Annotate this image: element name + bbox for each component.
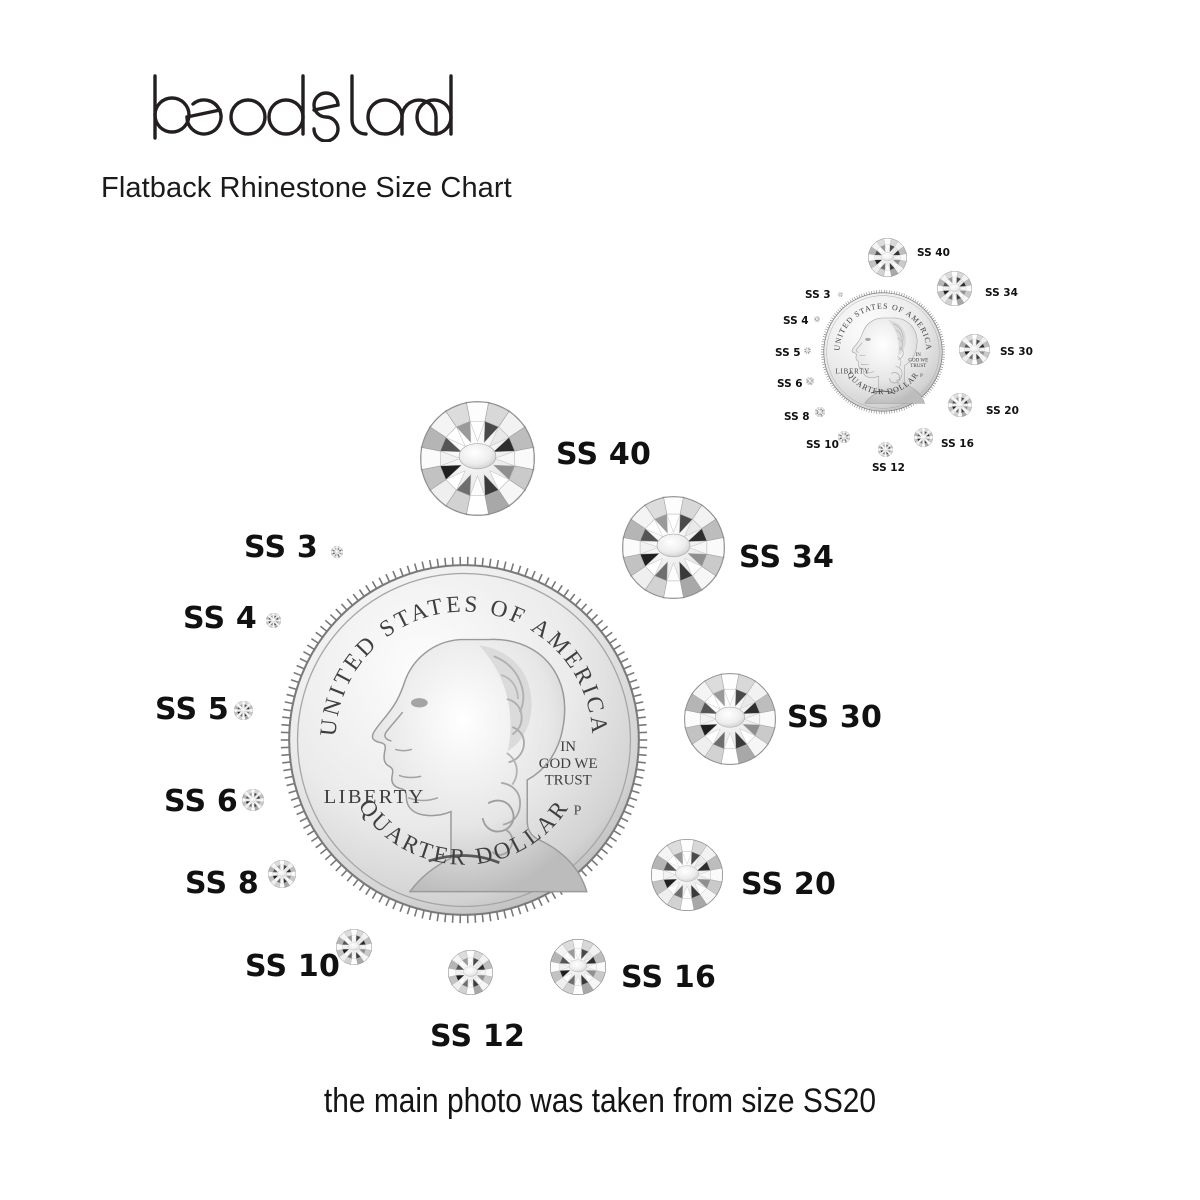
size-label-ss20: SS 20 xyxy=(986,405,1019,417)
rhinestone-ss3 xyxy=(837,291,843,297)
size-label-ss8: SS 8 xyxy=(185,866,259,901)
rhinestone-ss10 xyxy=(336,929,372,965)
svg-text:LIBERTY: LIBERTY xyxy=(835,368,870,375)
rhinestone-ss12 xyxy=(877,441,893,457)
rhinestone-ss30 xyxy=(684,673,776,765)
size-label-ss40: SS 40 xyxy=(556,437,652,472)
size-label-ss30: SS 30 xyxy=(787,700,883,735)
size-label-ss12: SS 12 xyxy=(430,1019,526,1054)
rhinestone-ss8 xyxy=(815,407,825,417)
rhinestone-ss30 xyxy=(958,333,990,365)
size-label-ss4: SS 4 xyxy=(783,315,809,327)
rhinestone-ss20 xyxy=(948,393,972,417)
beadsland-logo xyxy=(138,72,468,142)
size-label-ss40: SS 40 xyxy=(917,247,950,259)
svg-text:TRUST: TRUST xyxy=(910,363,926,369)
size-label-ss16: SS 16 xyxy=(941,438,974,450)
rhinestone-ss12 xyxy=(447,949,493,995)
rhinestone-ss6 xyxy=(242,789,264,811)
size-label-ss20: SS 20 xyxy=(741,867,837,902)
size-label-ss3: SS 3 xyxy=(805,289,831,301)
svg-text:IN: IN xyxy=(916,352,922,358)
svg-text:IN: IN xyxy=(560,739,576,755)
size-label-ss5: SS 5 xyxy=(775,347,801,359)
rhinestone-ss34 xyxy=(621,495,725,599)
rhinestone-ss40 xyxy=(867,237,907,277)
size-label-ss6: SS 6 xyxy=(164,784,238,819)
svg-text:LIBERTY: LIBERTY xyxy=(324,786,426,808)
svg-text:P: P xyxy=(574,803,582,818)
size-label-ss34: SS 34 xyxy=(739,540,835,575)
size-label-ss34: SS 34 xyxy=(985,287,1018,299)
us-quarter-coin: UNITED STATES OF AMERICA QUARTER DOLLAR LI… xyxy=(278,554,650,926)
rhinestone-ss16 xyxy=(550,939,606,995)
svg-text:TRUST: TRUST xyxy=(545,773,592,789)
rhinestone-ss5 xyxy=(233,700,253,720)
rhinestone-ss4 xyxy=(265,612,281,628)
svg-text:GOD WE: GOD WE xyxy=(908,357,928,363)
size-label-ss6: SS 6 xyxy=(777,378,803,390)
rhinestone-ss16 xyxy=(913,427,933,447)
size-label-ss30: SS 30 xyxy=(1000,346,1033,358)
size-label-ss3: SS 3 xyxy=(244,530,318,565)
size-label-ss5: SS 5 xyxy=(155,692,229,727)
size-label-ss10: SS 10 xyxy=(806,439,839,451)
rhinestone-ss6 xyxy=(806,377,814,385)
rhinestone-ss40 xyxy=(419,400,535,516)
rhinestone-ss4 xyxy=(814,316,820,322)
svg-text:GOD WE: GOD WE xyxy=(539,756,598,772)
svg-text:P: P xyxy=(920,374,923,379)
rhinestone-ss8 xyxy=(268,860,296,888)
size-label-ss16: SS 16 xyxy=(621,960,717,995)
size-label-ss12: SS 12 xyxy=(872,462,905,474)
rhinestone-ss5 xyxy=(803,346,811,354)
chart-caption: the main photo was taken from size SS20 xyxy=(323,1082,877,1120)
size-label-ss10: SS 10 xyxy=(245,949,341,984)
size-label-ss4: SS 4 xyxy=(183,601,257,636)
rhinestone-ss34 xyxy=(936,270,972,306)
size-label-ss8: SS 8 xyxy=(784,411,810,423)
rhinestone-ss20 xyxy=(651,839,723,911)
rhinestone-ss3 xyxy=(331,546,343,558)
page-subtitle: Flatback Rhinestone Size Chart xyxy=(101,172,512,204)
rhinestone-ss10 xyxy=(838,431,850,443)
us-quarter-coin: UNITED STATES OF AMERICA QUARTER DOLLAR LI… xyxy=(820,289,946,415)
